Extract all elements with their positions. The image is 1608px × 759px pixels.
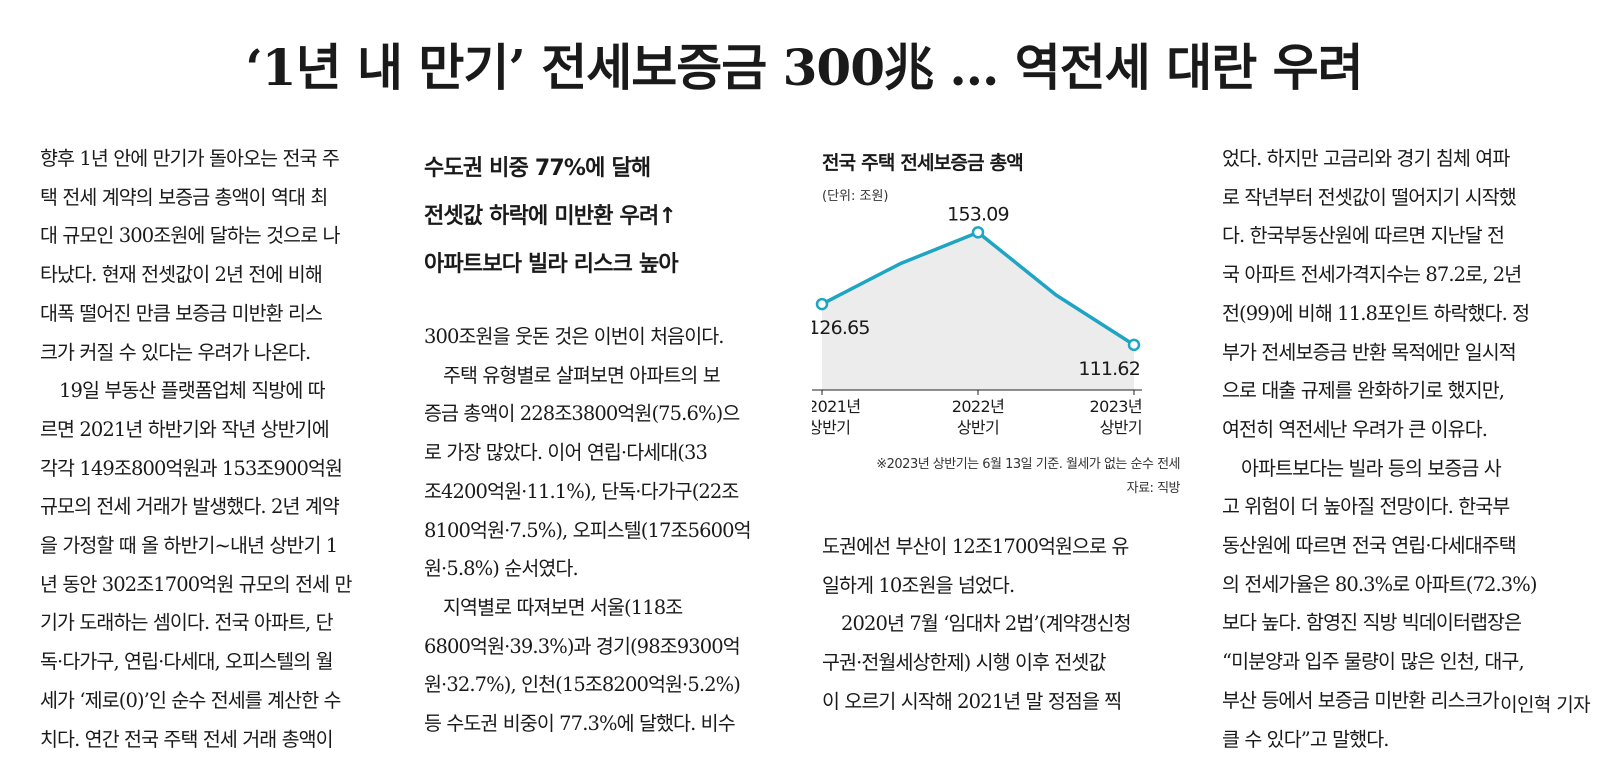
subheadline-block: 수도권 비중 77%에 달해 전셋값 하락에 미반환 우려↑ 아파트보다 빌라 … [424, 145, 796, 289]
text-line: 도권에선 부산이 12조1700억원으로 유 [822, 535, 1129, 558]
text-line: 대폭 떨어진 만큼 보증금 미반환 리스 [40, 301, 323, 325]
text-line: 택 전세 계약의 보증금 총액이 역대 최 [40, 185, 328, 209]
text-line: 19일 부동산 플랫폼업체 직방에 따 [59, 379, 326, 403]
chart-area [822, 232, 1134, 390]
text-line: 국 아파트 전세가격지수는 87.2로, 2년 [1222, 263, 1522, 287]
text-line: 독·다가구, 연립·다세대, 오피스텔의 월 [40, 650, 334, 674]
text-line: 치다. 연간 전국 주택 전세 거래 총액이 [40, 727, 334, 751]
chart-tick-label: 상반기 [1100, 418, 1142, 437]
text-line: 아파트보다는 빌라 등의 보증금 사 [1241, 456, 1502, 480]
text-line: 일하게 10조원을 넘었다. [822, 573, 1015, 597]
text-line: 부가 전세보증금 반환 목적에만 일시적 [1222, 340, 1517, 364]
text-line: 6800억원·39.3%)과 경기(98조9300억 [424, 634, 741, 658]
chart-note: ※2023년 상반기는 6월 13일 기준. 월세가 없는 순수 전세 [876, 457, 1180, 472]
text-line: 고 위험이 더 높아질 전망이다. 한국부 [1222, 495, 1510, 519]
text-line: 여전히 역전세난 우려가 큰 이유다. [1222, 417, 1488, 441]
text-line: 클 수 있다”고 말했다. [1222, 727, 1389, 751]
text-line: 의 전세가율은 80.3%로 아파트(72.3%) [1222, 572, 1538, 596]
article-column-2: 300조원을 웃돈 것은 이번이 처음이다. 주택 유형별로 살펴보면 아파트의… [424, 318, 796, 744]
text-line: 었다. 하지만 고금리와 경기 침체 여파 [1222, 147, 1510, 170]
chart-data-label: 153.09 [947, 203, 1009, 225]
text-line: 기가 도래하는 셈이다. 전국 아파트, 단 [40, 611, 334, 635]
text-line: 2020년 7월 ‘임대차 2법’(계약갱신청 [841, 612, 1132, 636]
text-line: 로 작년부터 전셋값이 떨어지기 시작했 [1222, 185, 1517, 209]
text-line: 전(99)에 비해 11.8포인트 하락했다. 정 [1222, 301, 1530, 325]
text-line: 증금 총액이 228조3800억원(75.6%)으 [424, 402, 740, 426]
text-line: 대 규모인 300조원에 달하는 것으로 나 [40, 224, 340, 248]
text-line: 각각 149조800억원과 153조900억원 [40, 456, 343, 480]
text-line: 원·32.7%), 인천(15조8200억원·5.2%) [424, 673, 741, 697]
text-line: 등 수도권 비중이 77.3%에 달했다. 비수 [424, 712, 736, 736]
text-line: 보다 높다. 함영진 직방 빅데이터랩장은 [1222, 611, 1522, 635]
chart-tick-label: 2021년 [812, 397, 860, 416]
subheadline: 수도권 비중 77%에 달해 [424, 156, 651, 181]
text-line: 을 가정할 때 올 하반기~내년 상반기 1 [40, 534, 338, 558]
text-line: 타났다. 현재 전셋값이 2년 전에 비해 [40, 263, 323, 287]
chart-tick-label: 상반기 [957, 418, 999, 437]
text-line: 르면 2021년 하반기와 작년 상반기에 [40, 417, 330, 441]
text-line: 원·5.8%) 순서였다. [424, 557, 579, 581]
text-line: 구권·전월세상한제) 시행 이후 전셋값 [822, 651, 1106, 675]
text-line: 규모의 전세 거래가 발생했다. 2년 계약 [40, 495, 340, 519]
subheadline: 아파트보다 빌라 리스크 높아 [424, 252, 679, 277]
chart-tick-label: 2022년 [952, 397, 1004, 416]
chart-point [971, 226, 985, 239]
headline: ‘1년 내 만기’ 전세보증금 300兆 … 역전세 대란 우려 [245, 38, 1363, 97]
text-line: 으로 대출 규제를 완화하기로 했지만, [1222, 379, 1505, 403]
chart-tick-label: 2023년 [1090, 397, 1142, 416]
text-line: 다. 한국부동산원에 따르면 지난달 전 [1222, 224, 1505, 248]
text-line: 지역별로 따져보면 서울(118조 [443, 595, 683, 619]
text-line: 조4200억원·11.1%), 단독·다가구(22조 [424, 479, 739, 503]
chart-data-label: 111.62 [1078, 358, 1140, 380]
chart-unit: (단위: 조원) [822, 189, 889, 204]
chart-title: 전국 주택 전세보증금 총액 [822, 152, 1024, 174]
text-line: 이 오르기 시작해 2021년 말 정점을 찍 [822, 689, 1122, 713]
paragraph: 300조원을 웃돈 것은 이번이 처음이다. [424, 318, 796, 357]
text-line: 300조원을 웃돈 것은 이번이 처음이다. [424, 325, 724, 348]
chart-data-label: 126.65 [812, 317, 870, 339]
chart-tick-label: 상반기 [812, 418, 850, 437]
chart-source: 자료: 직방 [1126, 481, 1181, 496]
text-line: 부산 등에서 보증금 미반환 리스크가 [1222, 688, 1500, 712]
text-line: 세가 ‘제로(0)’인 순수 전세를 계산한 수 [40, 688, 341, 712]
byline: 이인혁 기자 [1500, 694, 1590, 716]
text-line: 주택 유형별로 살펴보면 아파트의 보 [443, 363, 721, 387]
text-line: 로 가장 많았다. 이어 연립·다세대(33 [424, 441, 708, 465]
chart-point [815, 297, 829, 311]
text-line: 향후 1년 안에 만기가 돌아오는 전국 주 [40, 147, 340, 170]
paragraph: 지역별로 따져보면 서울(118조 6800억원·39.3%)과 경기(98조93… [424, 589, 796, 744]
text-line: 년 동안 302조1700억원 규모의 전세 만 [40, 572, 352, 596]
chart-point [1127, 338, 1141, 352]
text-line: 동산원에 따르면 전국 연립·다세대주택 [1222, 534, 1517, 558]
text-line: 크가 커질 수 있다는 우려가 나온다. [40, 340, 311, 364]
text-line: 8100억원·7.5%), 오피스텔(17조5600억 [424, 518, 752, 542]
subheadline: 전셋값 하락에 미반환 우려↑ [424, 204, 677, 229]
text-line: “미분양과 입주 물량이 많은 인천, 대구, [1222, 650, 1525, 674]
